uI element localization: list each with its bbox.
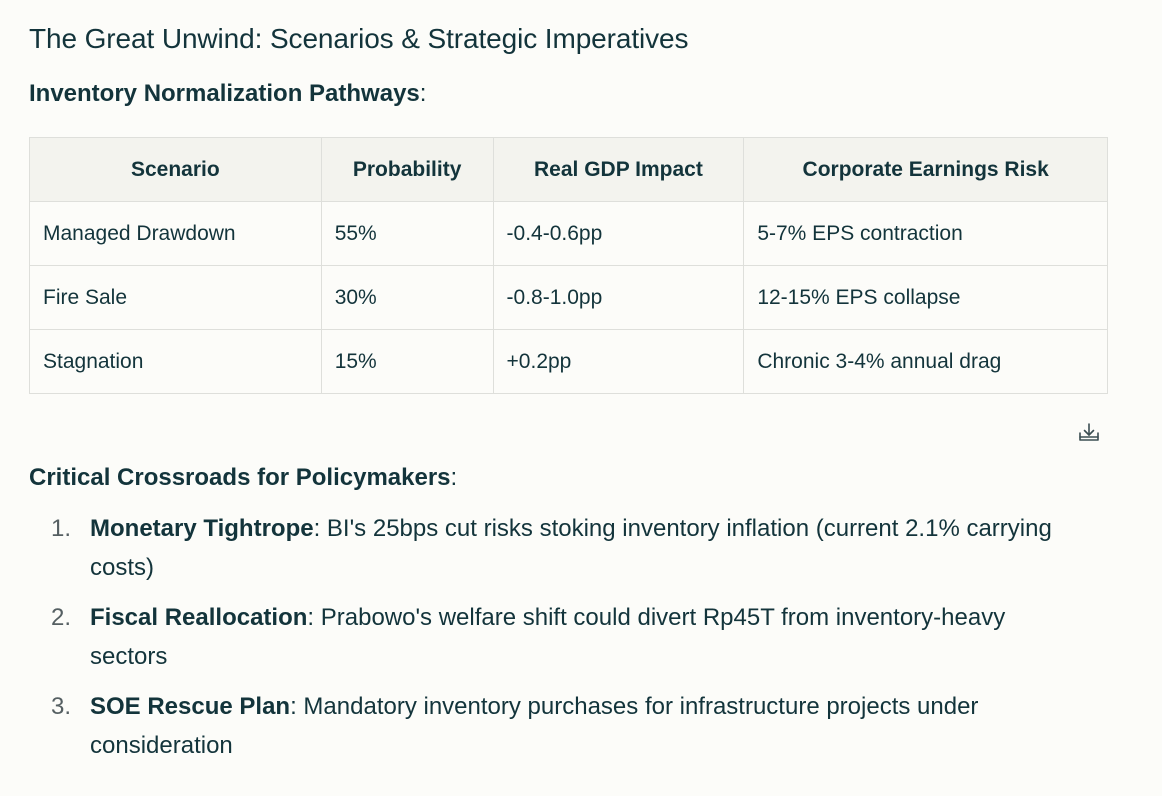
table-row: Stagnation 15% +0.2pp Chronic 3-4% annua… — [29, 329, 1108, 394]
column-header-scenario: Scenario — [29, 137, 322, 202]
table-row: Fire Sale 30% -0.8-1.0pp 12-15% EPS coll… — [29, 265, 1108, 330]
list-item-title: Monetary Tightrope — [90, 515, 314, 542]
section-heading-colon: : — [450, 464, 458, 491]
page-title: The Great Unwind: Scenarios & Strategic … — [29, 23, 689, 54]
table-header-row: Scenario Probability Real GDP Impact Cor… — [29, 137, 1108, 202]
list-item-text: : Prabowo's welfare shift could divert R… — [90, 604, 1006, 670]
table-cell: Managed Drawdown — [29, 201, 322, 266]
table-cell: -0.8-1.0pp — [492, 265, 745, 330]
list-item-title: SOE Rescue Plan — [90, 693, 291, 720]
table-cell: 5-7% EPS contraction — [743, 201, 1108, 266]
table-row: Managed Drawdown 55% -0.4-0.6pp 5-7% EPS… — [29, 201, 1108, 266]
download-icon — [1079, 423, 1099, 441]
column-header-gdp-impact: Real GDP Impact — [492, 137, 745, 202]
list-item-title: Fiscal Reallocation — [90, 604, 308, 631]
column-header-probability: Probability — [320, 137, 494, 202]
section-heading-text: Inventory Normalization Pathways — [29, 80, 420, 107]
section-heading-crossroads: Critical Crossroads for Policymakers: — [29, 463, 457, 493]
table-cell: 30% — [320, 265, 494, 330]
table-cell: 15% — [320, 329, 494, 394]
list-item-text: : Mandatory inventory purchases for infr… — [90, 693, 979, 759]
scenario-table: Scenario Probability Real GDP Impact Cor… — [29, 137, 1108, 394]
table-cell: Fire Sale — [29, 265, 322, 330]
list-item-number: 1. — [51, 515, 72, 542]
column-header-earnings-risk: Corporate Earnings Risk — [743, 137, 1108, 202]
download-button[interactable] — [1077, 421, 1101, 445]
list-item: 2. Fiscal Reallocation: Prabowo's welfar… — [29, 599, 1069, 676]
list-item-number: 2. — [51, 604, 72, 631]
table-cell: -0.4-0.6pp — [492, 201, 745, 266]
section-heading-pathways: Inventory Normalization Pathways: — [29, 79, 426, 109]
list-item-number: 3. — [51, 693, 72, 720]
table-cell: Chronic 3-4% annual drag — [743, 329, 1108, 394]
list-item: 3. SOE Rescue Plan: Mandatory inventory … — [29, 688, 1069, 765]
list-item-text: : BI's 25bps cut risks stoking inventory… — [90, 515, 1052, 581]
list-item: 1. Monetary Tightrope: BI's 25bps cut ri… — [29, 510, 1069, 587]
section-heading-text: Critical Crossroads for Policymakers — [29, 464, 451, 491]
table-cell: 55% — [320, 201, 494, 266]
section-heading-colon: : — [419, 80, 427, 107]
policy-list: 1. Monetary Tightrope: BI's 25bps cut ri… — [29, 510, 1069, 777]
table-cell: 12-15% EPS collapse — [743, 265, 1108, 330]
table-cell: +0.2pp — [492, 329, 745, 394]
table-cell: Stagnation — [29, 329, 322, 394]
